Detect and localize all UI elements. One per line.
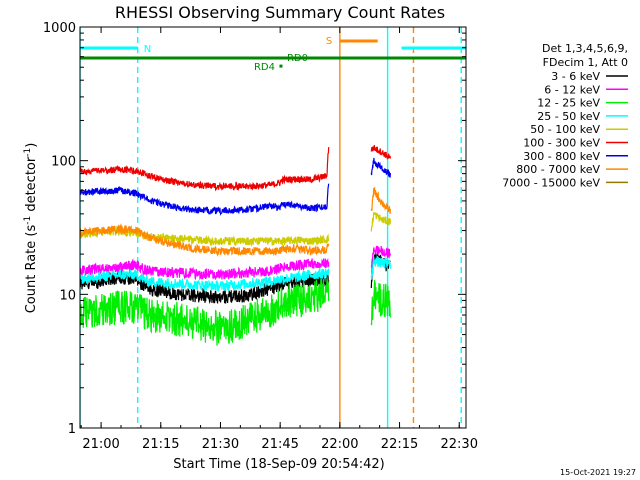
- legend-entry-label: 25 - 50 keV: [537, 110, 600, 123]
- x-tick-label: 21:00: [82, 437, 119, 452]
- annotations-layer: N S RD0 RD4: [80, 27, 466, 428]
- series-line-50-100kev: [80, 225, 330, 247]
- series-line-25-50kev: [370, 255, 391, 280]
- series-line-300-800kev: [370, 157, 391, 178]
- legend-entry-label: 12 - 25 keV: [537, 97, 600, 110]
- x-tick-label: 22:30: [441, 437, 478, 452]
- y-tick-label: 10: [59, 288, 76, 303]
- legend-entry-label: 6 - 12 keV: [544, 83, 600, 96]
- y-tick-label: 1000: [43, 21, 76, 36]
- y-tick-label: 1: [68, 422, 76, 437]
- series-line-12-25kev: [80, 278, 330, 346]
- series-layer: [80, 145, 391, 346]
- legend: Det 1,3,4,5,6,9,FDecim 1, Att 03 - 6 keV…: [502, 42, 628, 189]
- series-line-50-100kev: [370, 211, 391, 232]
- x-tick-label: 22:00: [321, 437, 358, 452]
- series-line-25-50kev: [80, 266, 330, 292]
- generation-timestamp: 15-Oct-2021 19:27: [560, 468, 636, 477]
- legend-entry-label: 100 - 300 keV: [523, 137, 600, 150]
- series-line-12-25kev: [370, 280, 391, 326]
- legend-entry-label: 7000 - 15000 keV: [502, 176, 600, 189]
- rd4-marker: [279, 64, 283, 68]
- series-line-300-800kev: [80, 183, 330, 216]
- x-axis-label: Start Time (18-Sep-09 20:54:42): [173, 457, 384, 472]
- series-line-6-12kev: [370, 245, 391, 268]
- x-tick-label: 21:45: [261, 437, 298, 452]
- x-tick-label: 22:15: [381, 437, 418, 452]
- x-tick-label: 21:30: [202, 437, 239, 452]
- chart-title: RHESSI Observing Summary Count Rates: [115, 3, 445, 22]
- series-line-100-300kev: [370, 145, 391, 161]
- series-line-800-7000kev: [370, 187, 391, 215]
- saa-label: S: [326, 36, 332, 47]
- legend-header: FDecim 1, Att 0: [543, 56, 628, 69]
- legend-entry-label: 50 - 100 keV: [530, 123, 600, 136]
- rd4-label: RD4: [254, 62, 275, 73]
- legend-header: Det 1,3,4,5,6,9,: [542, 42, 628, 55]
- plot-frame: [79, 26, 467, 429]
- night-label: N: [144, 44, 151, 55]
- y-axis-label: Count Rate (s-1 detector-1): [23, 143, 39, 314]
- legend-entry-label: 800 - 7000 keV: [516, 163, 600, 176]
- x-tick-label: 21:15: [142, 437, 179, 452]
- axes-layer: 21:00 21:15 21:30 21:45 22:00 22:15 22:30 1 10 10…: [43, 21, 478, 452]
- legend-entry-label: 300 - 800 keV: [523, 150, 600, 163]
- y-tick-label: 100: [51, 155, 76, 170]
- series-line-800-7000kev: [80, 223, 330, 257]
- series-line-100-300kev: [80, 147, 330, 192]
- decimation-label: RD0: [287, 53, 308, 64]
- legend-entry-label: 3 - 6 keV: [551, 70, 600, 83]
- series-line-6-12kev: [80, 257, 330, 281]
